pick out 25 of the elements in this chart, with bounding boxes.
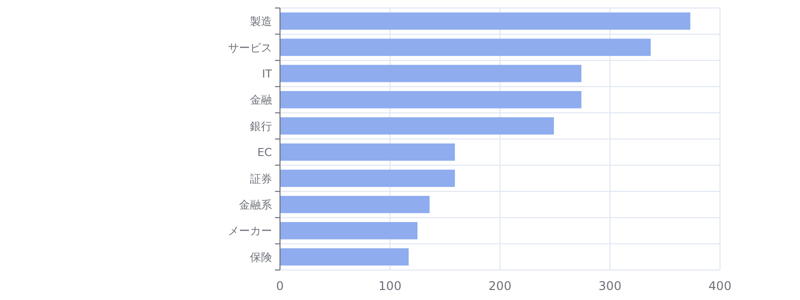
bar bbox=[280, 12, 690, 30]
y-tick-label: 金融 bbox=[250, 94, 272, 107]
y-tick-label: IT bbox=[262, 68, 272, 80]
y-tick-label: 金融系 bbox=[239, 198, 272, 212]
x-tick-label: 100 bbox=[378, 279, 402, 293]
bar bbox=[280, 196, 430, 214]
bar bbox=[280, 222, 418, 240]
bar bbox=[280, 91, 582, 108]
y-tick-label: 保険 bbox=[250, 250, 272, 264]
bar bbox=[280, 38, 651, 56]
bar bbox=[280, 170, 455, 187]
y-tick-label: 証券 bbox=[250, 172, 272, 186]
x-tick-label: 0 bbox=[276, 279, 284, 293]
x-tick-label: 400 bbox=[708, 279, 732, 293]
bar bbox=[280, 64, 582, 82]
y-tick-label: メーカー bbox=[228, 224, 272, 238]
bar bbox=[280, 248, 409, 266]
y-tick-label: 製造 bbox=[250, 15, 272, 28]
y-tick-label: EC bbox=[257, 146, 272, 160]
x-tick-label: 200 bbox=[488, 279, 512, 293]
y-tick-label: サービス bbox=[228, 41, 272, 54]
bar bbox=[280, 117, 554, 135]
bar bbox=[280, 143, 455, 161]
x-tick-label: 300 bbox=[598, 279, 622, 293]
y-tick-label: 銀行 bbox=[250, 120, 272, 133]
